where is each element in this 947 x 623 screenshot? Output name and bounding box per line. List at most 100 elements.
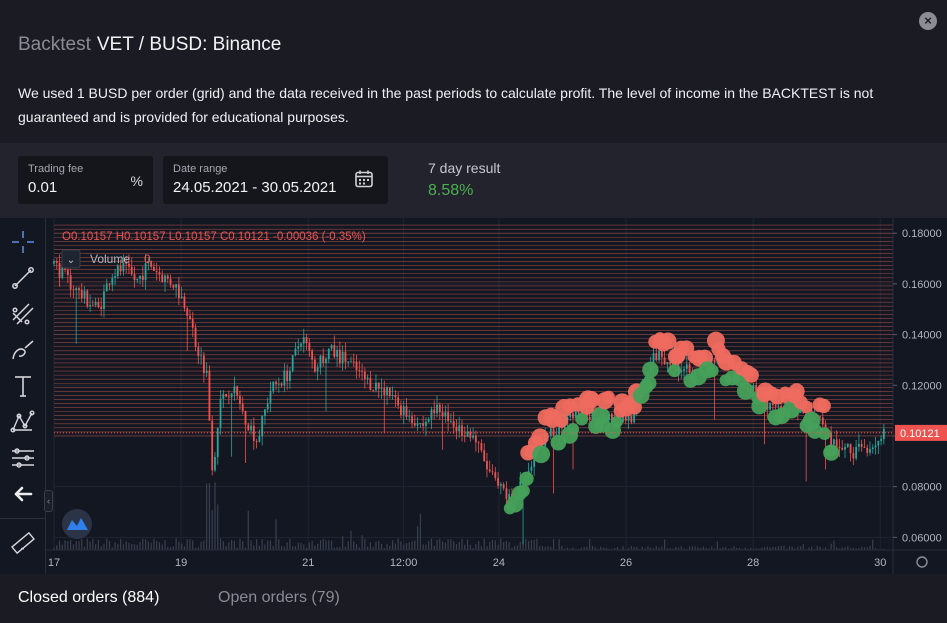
pattern-icon[interactable] [8, 407, 38, 437]
volume-bar [847, 546, 849, 550]
percent-unit: % [130, 173, 143, 189]
fib-tools-icon[interactable] [8, 299, 38, 329]
candle [660, 350, 663, 358]
volume-bar [647, 546, 649, 550]
trading-fee-field[interactable]: Trading fee 0.01 % [18, 156, 153, 204]
volume-bar [478, 541, 480, 550]
candle [483, 450, 486, 461]
candle [258, 436, 261, 442]
volume-bar [83, 546, 86, 550]
volume-bar [122, 544, 124, 550]
volume-bar [81, 538, 83, 550]
candle [427, 419, 430, 422]
candle [422, 423, 425, 426]
volume-bar [272, 546, 274, 550]
volume-bar [86, 538, 88, 550]
volume-bar [120, 538, 122, 550]
candle [833, 439, 835, 445]
candle [216, 427, 219, 457]
volume-bar [178, 541, 180, 550]
volume-bar [530, 540, 532, 550]
tab-closed-orders[interactable]: Closed orders (884) [18, 589, 160, 606]
volume-bar [142, 538, 144, 550]
collapse-toolbar-button[interactable]: ‹ [44, 490, 53, 512]
candle [80, 290, 83, 299]
volume-bar [841, 547, 843, 550]
volume-bar [608, 548, 610, 550]
buy-order-marker [667, 364, 681, 378]
x-tick-label: 28 [747, 557, 759, 569]
volume-bar [694, 546, 696, 550]
chart-area[interactable]: 0.180000.160000.140000.120000.100000.080… [0, 218, 947, 574]
candle [860, 443, 863, 447]
candle [333, 345, 336, 357]
candle [480, 443, 483, 451]
calendar-icon[interactable] [354, 169, 374, 189]
candle [341, 351, 344, 364]
brush-icon[interactable] [8, 335, 38, 365]
volume-bar [422, 544, 424, 550]
candle [419, 423, 422, 424]
volume-bar [786, 548, 788, 550]
candle [194, 327, 197, 347]
volume-bar [330, 540, 333, 550]
date-range-field[interactable]: Date range 24.05.2021 - 30.05.2021 [163, 156, 388, 204]
volume-bar [791, 546, 793, 550]
tradingview-logo-mark [67, 518, 88, 530]
candle [400, 405, 402, 415]
trading-fee-input[interactable]: 0.01 [28, 179, 58, 196]
candle [103, 291, 105, 310]
candle [280, 383, 283, 386]
candle [205, 370, 208, 374]
candle [128, 263, 130, 267]
description-text: We used 1 BUSD per order (grid) and the … [18, 85, 874, 125]
volume-bar [700, 547, 702, 550]
candle [472, 435, 474, 438]
forecast-icon[interactable] [8, 443, 38, 473]
candle [838, 446, 841, 448]
volume-bar [97, 539, 100, 550]
date-range-input[interactable]: 24.05.2021 - 30.05.2021 [173, 179, 337, 196]
candle [294, 348, 297, 356]
volume-bar [361, 535, 363, 550]
candle [685, 364, 688, 369]
volume-bar [525, 538, 527, 550]
back-arrow-icon[interactable] [8, 479, 38, 509]
x-tick-label: 19 [175, 557, 187, 569]
volume-toggle-button [61, 249, 81, 269]
ruler-icon[interactable] [8, 528, 38, 558]
tab-open-orders[interactable]: Open orders (79) [218, 589, 340, 606]
volume-bar [480, 546, 483, 550]
candle [208, 370, 211, 421]
volume-bar [186, 539, 188, 550]
ohlc-legend: O0.10157 H0.10157 L0.10157 C0.10121 -0.0… [62, 231, 366, 243]
volume-bar [264, 544, 266, 550]
volume-bar [261, 539, 263, 550]
volume-bar [344, 546, 347, 550]
volume-bar [347, 541, 349, 550]
buy-order-marker [823, 444, 840, 461]
candle [308, 343, 311, 351]
volume-bar [292, 546, 294, 550]
trendline-icon[interactable] [8, 263, 38, 293]
candle [444, 412, 447, 417]
text-icon[interactable] [8, 371, 38, 401]
crosshair-icon[interactable] [8, 227, 38, 257]
candle [189, 315, 191, 320]
volume-bar [583, 546, 585, 550]
volume-bar [158, 542, 161, 550]
volume-bar [194, 547, 197, 550]
candle [397, 397, 400, 406]
volume-bar [872, 539, 874, 550]
candle [161, 274, 164, 283]
volume-bar [164, 540, 166, 550]
close-icon[interactable]: × [919, 12, 937, 30]
candle [627, 415, 630, 421]
candle [266, 403, 269, 410]
volume-bar [308, 542, 310, 550]
volume-bar [108, 540, 111, 550]
candle [821, 417, 824, 425]
volume-bar [688, 546, 691, 550]
price-chart[interactable]: 0.180000.160000.140000.120000.100000.080… [0, 218, 947, 574]
volume-bar [136, 544, 138, 550]
